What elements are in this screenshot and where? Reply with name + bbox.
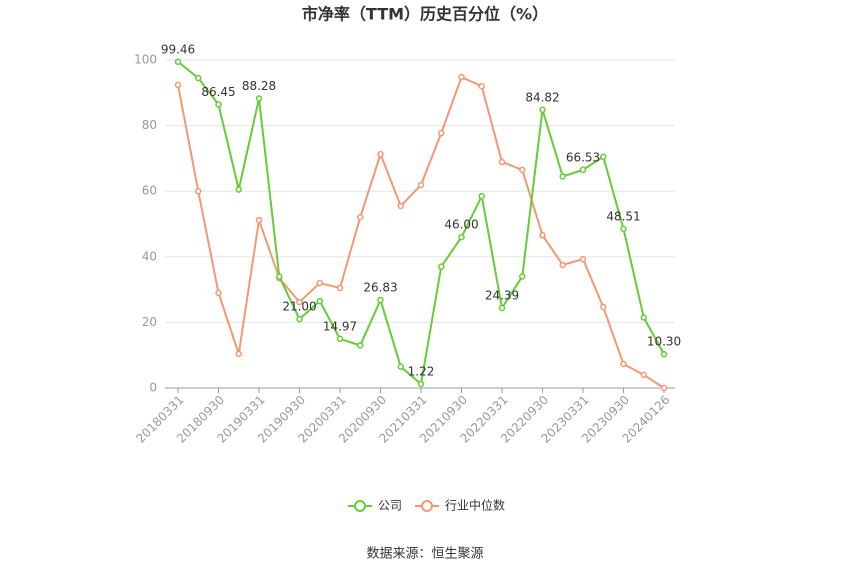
data-point <box>174 81 182 89</box>
data-point <box>357 213 364 221</box>
y-tick-label: 0 <box>149 381 157 395</box>
data-point <box>539 106 546 114</box>
legend-item: 公司 <box>348 499 402 513</box>
data-point <box>559 261 566 269</box>
data-point <box>296 315 303 323</box>
legend-item: 行业中位数 <box>415 498 505 513</box>
data-point <box>174 58 182 66</box>
data-point <box>458 233 465 241</box>
data-point <box>255 216 263 224</box>
data-point <box>235 186 242 193</box>
data-point <box>458 73 465 81</box>
data-point <box>255 95 263 102</box>
data-label: 1.22 <box>408 364 435 378</box>
data-point <box>519 166 526 174</box>
data-point <box>276 273 283 280</box>
data-point <box>195 74 202 82</box>
chart-title: 市净率（TTM）历史百分位（%） <box>302 5 548 24</box>
legend-label: 公司 <box>378 499 402 513</box>
data-point <box>377 296 384 304</box>
data-point <box>417 181 425 189</box>
data-point <box>438 129 445 137</box>
data-point <box>519 273 526 280</box>
data-label: 99.46 <box>161 42 195 56</box>
data-point <box>235 350 242 358</box>
data-point <box>579 255 587 263</box>
legend-marker <box>421 500 433 512</box>
data-point <box>660 350 668 358</box>
data-point <box>559 173 566 180</box>
series-line <box>177 75 665 389</box>
data-point <box>417 380 425 388</box>
data-point <box>600 303 607 311</box>
data-label: 84.82 <box>525 90 559 104</box>
data-label: 46.00 <box>444 218 478 232</box>
data-label: 10.30 <box>647 335 681 349</box>
data-point <box>397 363 404 370</box>
series-line <box>177 60 665 386</box>
data-point <box>620 225 627 233</box>
data-point <box>215 289 222 297</box>
data-point <box>296 298 303 306</box>
data-point <box>620 360 627 368</box>
data-point <box>357 342 364 349</box>
data-label: 24.39 <box>485 289 519 303</box>
y-tick-label: 100 <box>134 53 157 67</box>
data-point <box>640 314 647 321</box>
data-label: 21.00 <box>282 300 316 314</box>
data-label: 86.45 <box>201 85 235 99</box>
data-point <box>316 279 323 287</box>
y-tick-label: 40 <box>142 249 157 263</box>
data-point <box>579 166 587 174</box>
data-label: 66.53 <box>566 150 600 164</box>
data-point <box>539 231 546 239</box>
data-label: 48.51 <box>606 209 640 223</box>
data-point <box>195 187 202 195</box>
legend-marker <box>354 500 366 512</box>
data-point <box>640 371 647 379</box>
y-tick-label: 20 <box>142 315 157 329</box>
source: 数据来源：恒生聚源 <box>366 547 483 562</box>
y-tick-label: 60 <box>142 184 157 198</box>
data-point <box>316 297 323 305</box>
data-point <box>336 284 344 292</box>
y-tick-label: 80 <box>142 118 157 132</box>
data-point <box>478 192 485 200</box>
data-point <box>498 304 506 312</box>
data-point <box>336 335 344 343</box>
data-point <box>478 82 485 90</box>
data-label: 14.97 <box>323 319 357 333</box>
data-label: 88.28 <box>242 79 276 93</box>
data-point <box>660 384 668 392</box>
data-point <box>397 202 404 210</box>
data-label: 26.83 <box>363 280 397 294</box>
data-point <box>600 153 607 161</box>
legend-label: 行业中位数 <box>445 498 505 513</box>
data-point <box>498 158 506 166</box>
data-point <box>215 101 222 108</box>
data-point <box>438 263 445 270</box>
data-point <box>377 150 384 158</box>
